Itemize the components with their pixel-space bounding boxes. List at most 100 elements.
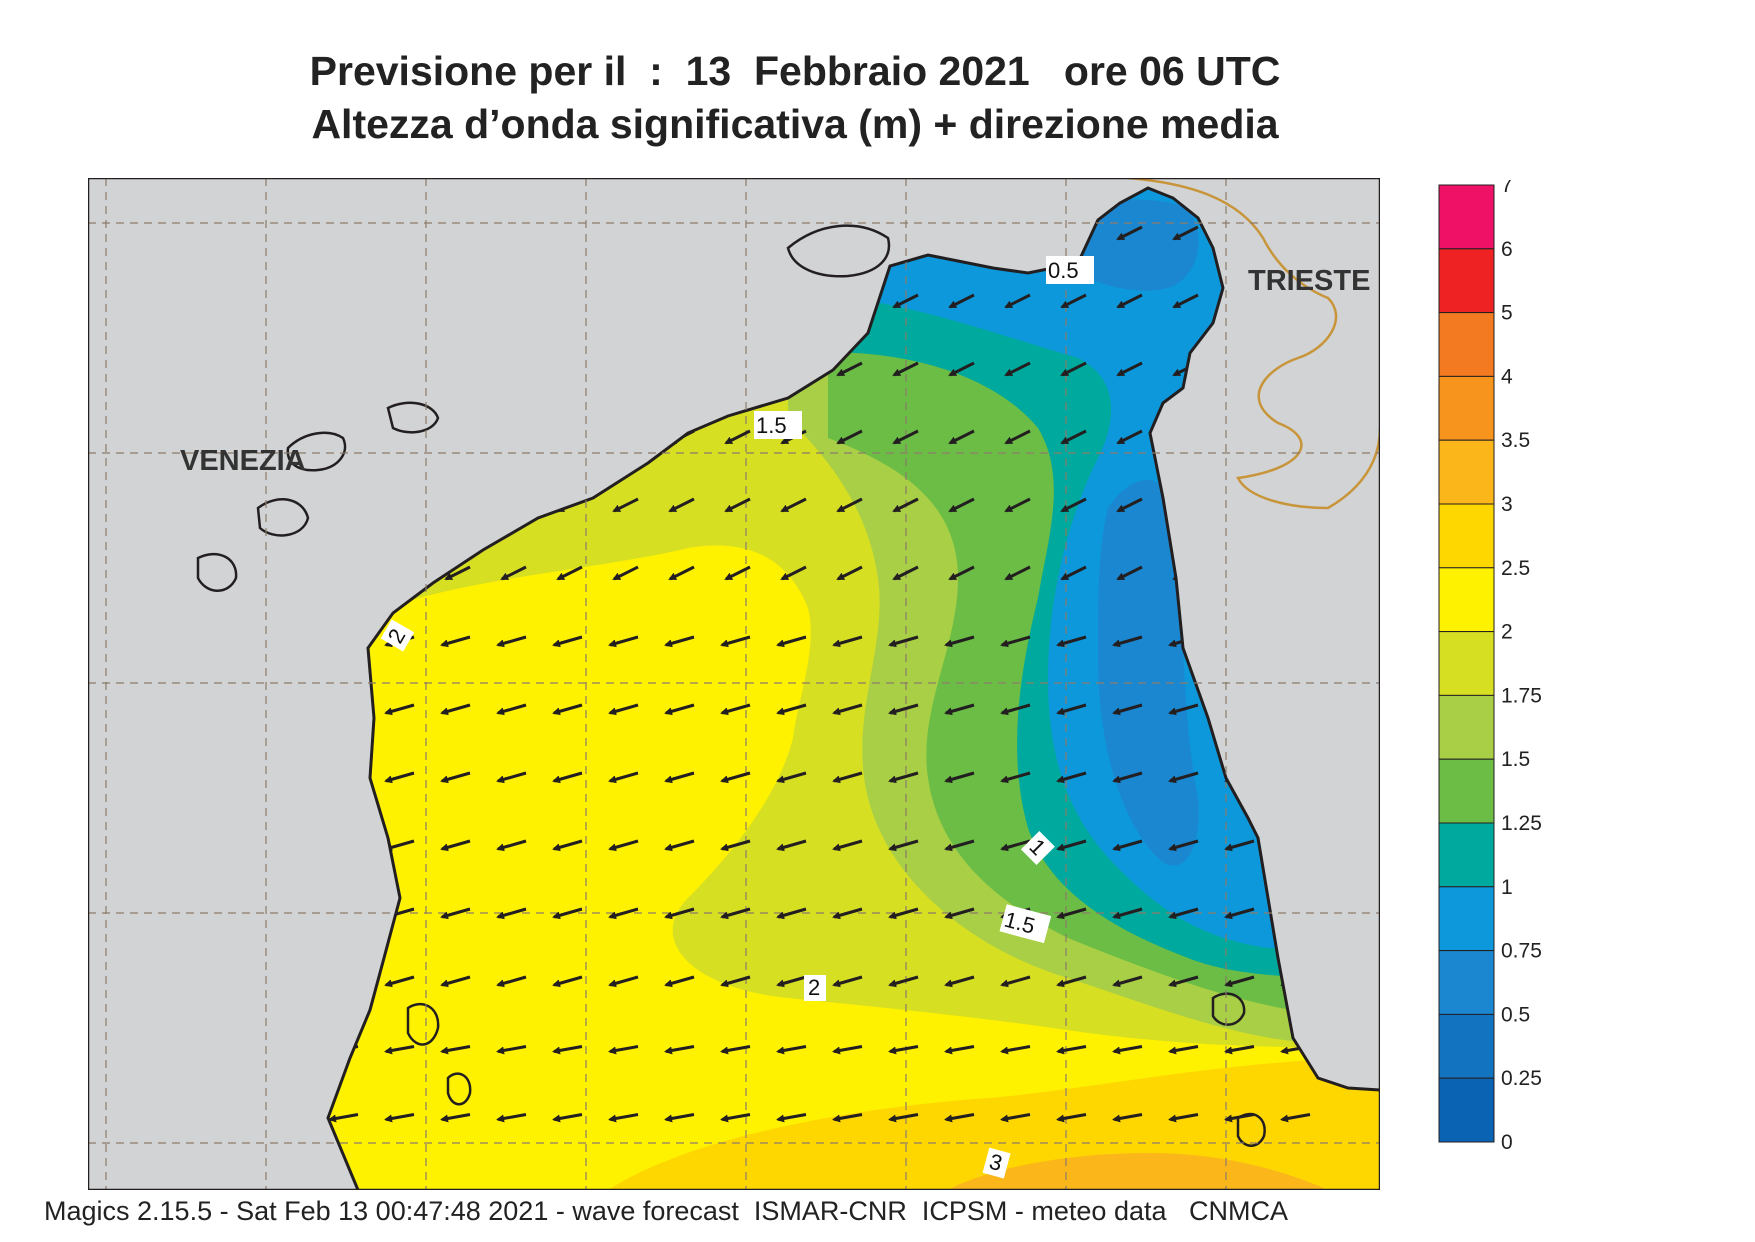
- map-subtitle: Altezza d’onda significativa (m) + direz…: [311, 101, 1279, 147]
- direction-arrow: [724, 429, 751, 445]
- direction-arrow: [720, 771, 751, 784]
- direction-arrow: [664, 703, 695, 716]
- direction-arrow: [440, 907, 471, 920]
- direction-arrow: [944, 839, 975, 852]
- direction-arrow: [552, 975, 583, 988]
- direction-arrow: [1056, 839, 1087, 852]
- direction-arrow: [664, 907, 695, 920]
- direction-arrow: [832, 839, 863, 852]
- direction-arrow: [1224, 975, 1255, 988]
- direction-arrow: [892, 565, 919, 581]
- direction-arrow: [888, 975, 919, 988]
- direction-arrow: [1004, 361, 1031, 377]
- direction-arrow: [1056, 1045, 1087, 1055]
- direction-arrow: [608, 635, 639, 648]
- direction-arrow: [776, 1113, 807, 1123]
- direction-arrow: [1112, 635, 1143, 648]
- direction-arrow: [948, 497, 975, 513]
- direction-arrow: [1112, 1045, 1143, 1055]
- direction-arrow: [496, 975, 527, 988]
- direction-arrow: [776, 1045, 807, 1055]
- direction-arrow: [1004, 497, 1031, 513]
- direction-arrow: [608, 1113, 639, 1123]
- direction-arrow: [496, 839, 527, 852]
- direction-arrow: [1000, 839, 1031, 852]
- legend-label: 6: [1501, 238, 1513, 261]
- direction-arrow: [1224, 907, 1255, 920]
- direction-arrow: [836, 497, 863, 513]
- direction-arrow: [1000, 1045, 1031, 1055]
- direction-arrow: [668, 565, 695, 581]
- direction-arrow: [1112, 907, 1143, 920]
- direction-arrow: [836, 429, 863, 445]
- direction-arrow: [832, 703, 863, 716]
- direction-arrow: [724, 565, 751, 581]
- direction-arrow: [496, 771, 527, 784]
- direction-arrow: [384, 975, 415, 988]
- direction-arrow: [832, 907, 863, 920]
- map-frame: [88, 178, 1380, 1190]
- direction-arrow: [888, 907, 919, 920]
- direction-arrow: [720, 1113, 751, 1123]
- direction-arrow: [776, 907, 807, 920]
- legend-label: 1.5: [1501, 748, 1530, 771]
- direction-arrow: [832, 635, 863, 648]
- direction-arrow: [440, 1045, 471, 1055]
- direction-arrow: [1056, 1113, 1087, 1123]
- direction-arrow: [1116, 225, 1143, 241]
- direction-arrow: [496, 1045, 527, 1055]
- direction-arrow: [1168, 907, 1199, 920]
- direction-arrow: [1172, 225, 1199, 241]
- legend-label: 1.75: [1501, 684, 1542, 707]
- direction-arrow: [328, 1113, 359, 1123]
- direction-arrow: [944, 771, 975, 784]
- direction-arrow: [384, 839, 415, 852]
- legend-swatch: [1438, 1077, 1495, 1143]
- direction-arrow: [612, 565, 639, 581]
- direction-arrow: [948, 361, 975, 377]
- direction-arrow: [1060, 293, 1087, 309]
- direction-arrow: [892, 361, 919, 377]
- direction-arrow: [720, 1045, 751, 1055]
- direction-arrow: [776, 975, 807, 988]
- direction-arrow: [1168, 839, 1199, 852]
- direction-arrow: [1168, 1113, 1199, 1123]
- wave-height-legend: 7 6 5 4 3.5 3 2.5 2 1.75 1.5 1.25 1 0.75 0.5 0.25 0: [1438, 180, 1542, 1154]
- direction-arrow: [1000, 1113, 1031, 1123]
- direction-arrow: [888, 771, 919, 784]
- direction-arrow: [780, 565, 807, 581]
- legend-label: 5: [1501, 302, 1513, 325]
- direction-arrow: [944, 975, 975, 988]
- legend-swatch: [1438, 1013, 1495, 1079]
- legend-swatch: [1438, 631, 1495, 696]
- direction-arrow: [832, 771, 863, 784]
- direction-arrow: [1224, 1113, 1255, 1123]
- direction-arrow: [776, 771, 807, 784]
- direction-arrow: [608, 1045, 639, 1055]
- direction-arrow: [664, 975, 695, 988]
- direction-arrow: [664, 1113, 695, 1123]
- direction-arrow: [1112, 703, 1143, 716]
- direction-arrow: [552, 771, 583, 784]
- direction-arrow: [668, 497, 695, 513]
- direction-arrow: [1060, 497, 1087, 513]
- direction-arrow: [1224, 1045, 1255, 1055]
- map-title: Previsione per il : 13 Febbraio 2021 ore…: [309, 48, 1281, 94]
- direction-arrow: [948, 293, 975, 309]
- contour-label: 2: [808, 975, 820, 1000]
- direction-arrow: [552, 703, 583, 716]
- legend-swatch: [1438, 822, 1495, 888]
- legend-label: 0.75: [1501, 940, 1542, 963]
- direction-arrow: [888, 703, 919, 716]
- direction-arrow: [832, 1045, 863, 1055]
- contour-labels: 0.5 1.5 2 1 1.5 2 3: [380, 256, 1094, 1179]
- legend-label: 0.5: [1501, 1003, 1530, 1026]
- direction-arrow: [1000, 703, 1031, 716]
- direction-arrow: [1056, 907, 1087, 920]
- direction-arrow: [776, 839, 807, 852]
- direction-arrow: [1000, 771, 1031, 784]
- direction-arrow: [1168, 703, 1199, 716]
- direction-arrow: [720, 907, 751, 920]
- contour-label: 1.5: [756, 413, 787, 438]
- direction-arrow: [1112, 975, 1143, 988]
